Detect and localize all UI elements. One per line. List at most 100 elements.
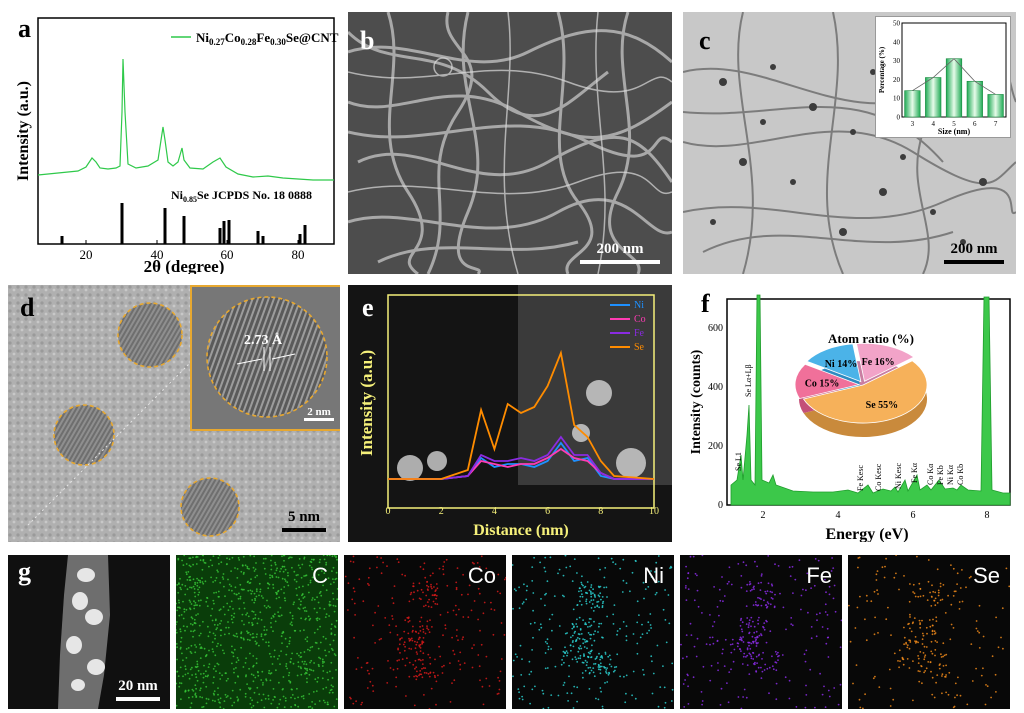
scale-bar-label: 200 nm [950,241,998,257]
svg-text:Co Kesc: Co Kesc [874,463,883,491]
histogram-chart: 0 10 20 30 40 50 3 4 5 6 7 Size (nm) Percentage (… [878,20,1007,136]
panel-label: f [701,289,710,318]
svg-text:400: 400 [708,382,723,393]
y-axis-label: Intensity (a.u.) [15,81,32,181]
histogram-x-tick: 7 [994,120,998,128]
panel-a-xrd: a Ni0.27Co0.28Fe0.30Se@CNT Ni0.85Se JCPD… [8,12,340,274]
eds-map-fe: Fe [680,555,842,709]
svg-text:Fe Kb: Fe Kb [936,465,945,485]
eds-map-c: C [176,555,338,709]
linescan-chart: 0 2 4 6 8 10 Distance (nm) Intensity (a.u.) N… [348,285,672,542]
histogram-y-label: Percentage (%) [878,46,886,93]
histogram-bar [966,80,983,118]
x-tick-labels: 2 4 6 8 [761,510,990,521]
scale-bar: 20 nm [116,678,160,701]
eds-map-label: Co [467,563,496,588]
svg-text:Co Kb: Co Kb [956,464,965,485]
svg-text:Fe Kα: Fe Kα [910,462,919,483]
svg-text:Ni Kesc: Ni Kesc [894,463,903,489]
panel-e-linescan: 0 2 4 6 8 10 Distance (nm) Intensity (a.u.) N… [348,285,672,542]
size-histogram-inset: 0 10 20 30 40 50 3 4 5 6 7 Size (nm) Percentage (… [875,16,1011,138]
pie-slice-ni [806,343,862,383]
x-axis-label: Energy (eV) [825,526,908,542]
pie-slice-se [802,360,928,424]
linescan-x-tick: 2 [439,506,444,517]
eds-spectrum [730,294,1011,506]
y-tick-labels: 0 200 400 600 [708,323,723,511]
x-axis-label: 2θ (degree) [144,257,225,274]
scale-bar: 5 nm [282,509,326,532]
legend-label: Ni0.27Co0.28Fe0.30Se@CNT [196,30,339,47]
d-spacing-label: 2.73 Å [244,333,283,348]
scale-bar-label: 20 nm [118,678,158,694]
eds-map-co: Co [344,555,506,709]
linescan-x-tick: 8 [598,506,603,517]
svg-text:0: 0 [718,500,723,511]
svg-text:200: 200 [708,441,723,452]
svg-text:Co Kα: Co Kα [926,463,935,485]
linescan-x-tick: 6 [545,506,550,517]
svg-text:Ni Kα: Ni Kα [946,464,955,485]
histogram-x-tick: 5 [952,120,956,128]
panel-label: b [360,26,375,55]
svg-text:60: 60 [221,247,234,262]
pie-slice-fe [856,342,915,382]
histogram-bar [925,77,942,118]
linescan-x-tick: 4 [492,506,497,517]
svg-text:4: 4 [836,510,841,521]
sem-image [348,12,672,274]
x-axis-label: Distance (nm) [473,522,569,539]
histogram-x-tick: 4 [931,120,935,128]
panel-label: c [699,26,711,55]
scale-bar-label: 5 nm [287,509,321,525]
histogram-y-tick: 10 [893,95,901,103]
xrd-pattern [37,58,334,181]
svg-text:2: 2 [761,510,766,521]
histogram-bar [904,90,921,118]
svg-text:6: 6 [911,510,916,521]
reference-label: Ni0.85Se JCPDS No. 18 0888 [171,188,312,204]
histogram-bar [945,58,963,118]
reference-lines [60,203,307,244]
legend-label: Fe [634,328,645,339]
histogram-y-tick: 40 [893,38,901,46]
y-axis-label: Intensity (a.u.) [357,350,376,456]
histogram-x-label: Size (nm) [938,127,971,136]
legend-label: Ni [634,300,644,311]
svg-text:8: 8 [985,510,990,521]
pie-label: Fe 16% [862,357,895,368]
plot-frame [37,17,335,245]
peak-labels: Se L1 Se Lα+Lβ Fe Kesc Co Kesc Ni Kesc F… [734,364,965,491]
inset-scale-bar: 2 nm [304,406,334,421]
scale-bar: 200 nm [944,241,1004,264]
panel-label: a [18,14,31,43]
scale-bar: 200 nm [580,241,660,264]
scale-bar-label: 200 nm [596,241,644,257]
histogram-y-tick: 20 [893,76,901,84]
histogram-bar [987,94,1004,118]
eds-chart: Se L1 Se Lα+Lβ Fe Kesc Co Kesc Ni Kesc F… [689,294,1011,542]
eds-map-se: Se [848,555,1010,709]
pie-label: Ni 14% [825,359,858,370]
panel-b-sem: b 200 nm [348,12,672,274]
y-axis-label: Intensity (counts) [689,349,704,454]
legend-label: Se [634,342,645,353]
svg-text:80: 80 [292,247,305,262]
svg-text:Se Lα+Lβ: Se Lα+Lβ [744,364,753,397]
histogram-x-tick: 6 [973,120,977,128]
panel-label: e [362,293,374,322]
eds-map-label: Se [973,563,1000,588]
pie-title: Atom ratio (%) [828,331,914,346]
x-tick-labels: 20 40 60 80 [80,247,305,262]
histogram-x-tick: 3 [911,120,915,128]
linescan-x-tick: 0 [386,506,391,517]
histogram-y-tick: 30 [893,57,901,65]
svg-text:600: 600 [708,323,723,334]
panel-c-tem: c 200 nm 0 10 20 30 40 50 3 4 5 6 7 Size (nm) Per… [683,12,1016,274]
hrtem-inset: 2.73 Å 2 nm [190,285,340,431]
svg-text:40: 40 [151,247,164,262]
pie-label: Se 55% [866,400,899,411]
pie-label: Co 15% [805,379,840,390]
panel-g-haadf: g 20 nm [8,555,170,709]
eds-map-label: Fe [806,563,832,588]
